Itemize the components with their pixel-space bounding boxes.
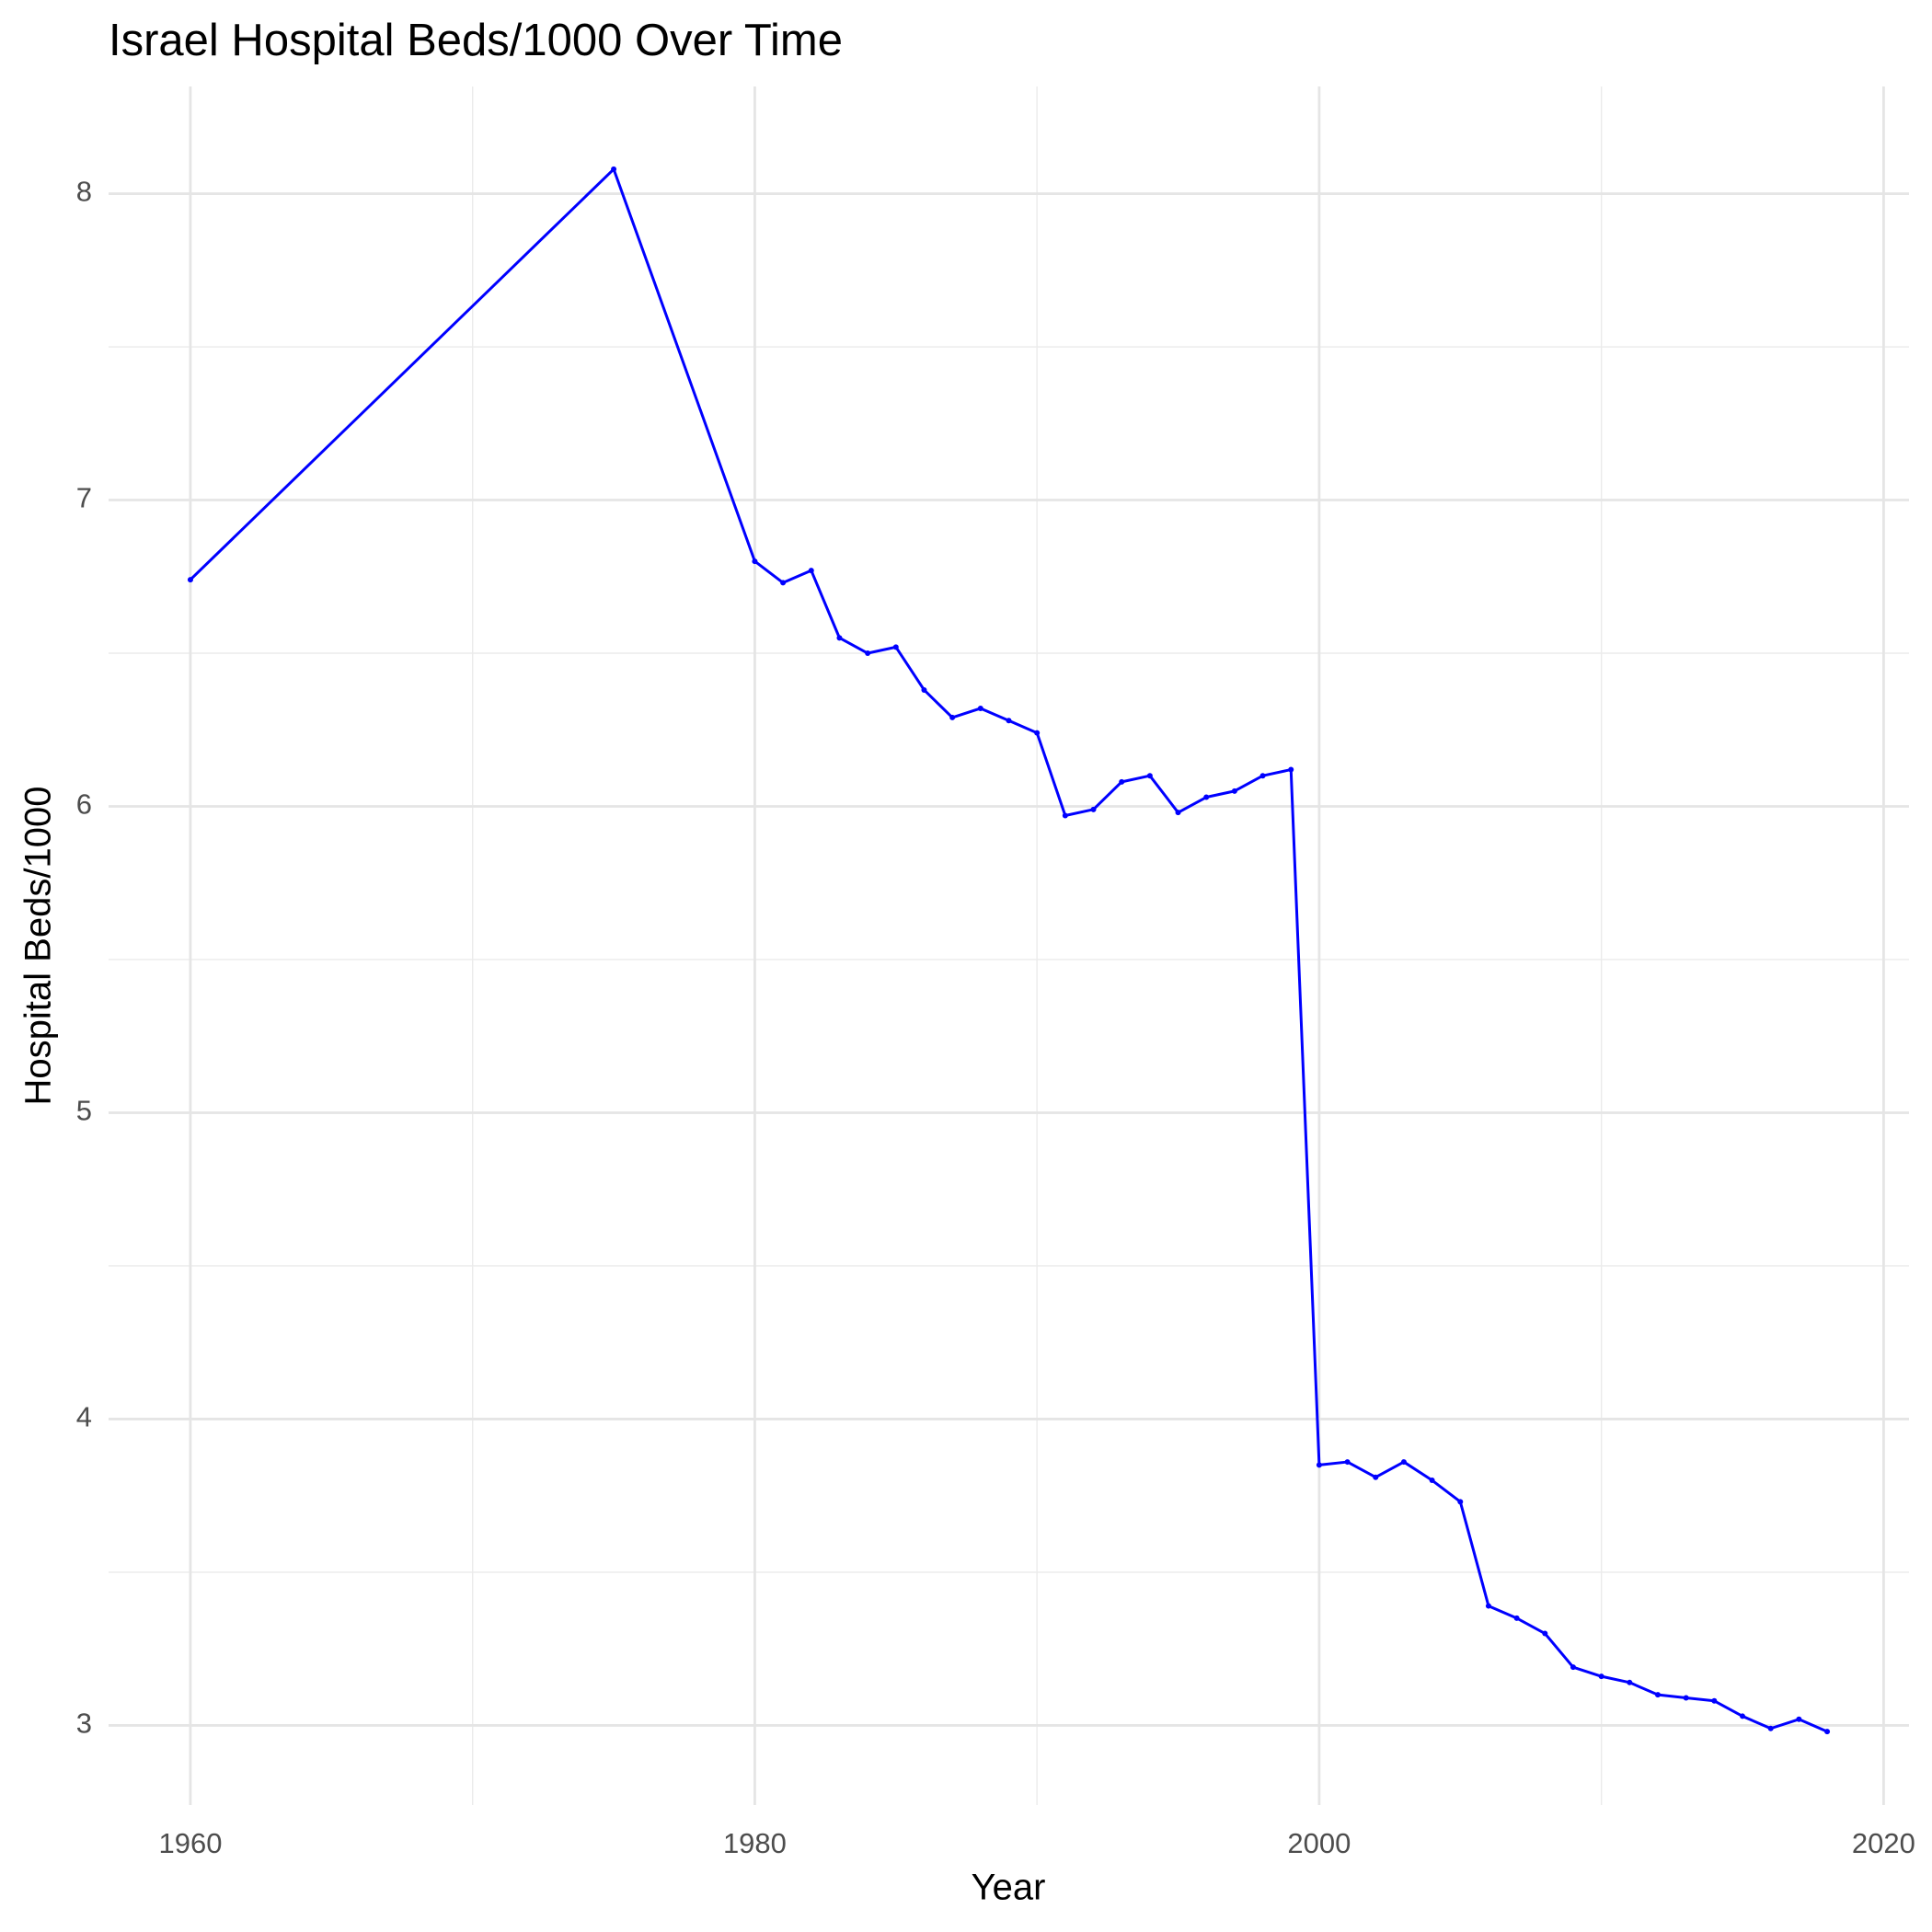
- y-tick-label: 4: [76, 1401, 92, 1433]
- data-point: [865, 650, 871, 657]
- data-point: [1316, 1462, 1322, 1468]
- data-point: [836, 635, 843, 641]
- data-point: [1627, 1679, 1633, 1685]
- data-point: [1203, 794, 1210, 800]
- data-point: [1175, 810, 1181, 816]
- data-point: [1740, 1713, 1746, 1719]
- data-point: [1062, 812, 1068, 819]
- data-point: [1542, 1630, 1548, 1637]
- data-point: [1373, 1474, 1379, 1480]
- data-point: [1119, 778, 1125, 785]
- y-tick-label: 7: [76, 482, 92, 514]
- data-point: [1006, 718, 1012, 724]
- data-point: [1288, 766, 1294, 773]
- data-point: [892, 644, 899, 650]
- y-tick-label: 5: [76, 1095, 92, 1127]
- data-point: [1400, 1459, 1407, 1466]
- data-point: [1570, 1664, 1576, 1671]
- y-tick-label: 8: [76, 176, 92, 208]
- data-point: [1683, 1695, 1689, 1701]
- data-point: [977, 705, 983, 711]
- y-axis-title: Hospital Beds/1000: [18, 787, 59, 1106]
- x-axis-title: Year: [972, 1868, 1046, 1908]
- data-point: [1457, 1499, 1464, 1505]
- x-tick-label: 1960: [158, 1827, 222, 1859]
- x-tick-label: 1980: [723, 1827, 787, 1859]
- data-point: [921, 686, 927, 693]
- data-point: [1796, 1716, 1802, 1722]
- data-point: [780, 580, 787, 586]
- data-point: [1034, 730, 1041, 736]
- data-point: [1344, 1459, 1351, 1466]
- data-point: [1090, 806, 1097, 812]
- data-point: [1655, 1692, 1662, 1698]
- data-point: [1513, 1615, 1520, 1621]
- data-point: [611, 166, 617, 172]
- data-point: [808, 568, 814, 574]
- data-point: [752, 558, 758, 565]
- chart-title: Israel Hospital Beds/1000 Over Time: [109, 16, 843, 65]
- data-point: [1767, 1725, 1774, 1731]
- x-tick-label: 2000: [1287, 1827, 1351, 1859]
- data-point: [1259, 773, 1266, 779]
- data-point: [949, 714, 956, 720]
- data-point: [1231, 788, 1237, 794]
- data-line: [189, 167, 1828, 1733]
- data-point: [1146, 773, 1153, 779]
- data-point: [1711, 1697, 1718, 1704]
- data-point: [1429, 1478, 1435, 1484]
- data-point: [1485, 1603, 1491, 1609]
- data-point: [187, 577, 193, 583]
- data-point: [1824, 1729, 1831, 1735]
- x-tick-label: 2020: [1852, 1827, 1915, 1859]
- data-point: [1598, 1673, 1604, 1680]
- y-tick-label: 3: [76, 1708, 92, 1740]
- y-tick-label: 6: [76, 788, 92, 821]
